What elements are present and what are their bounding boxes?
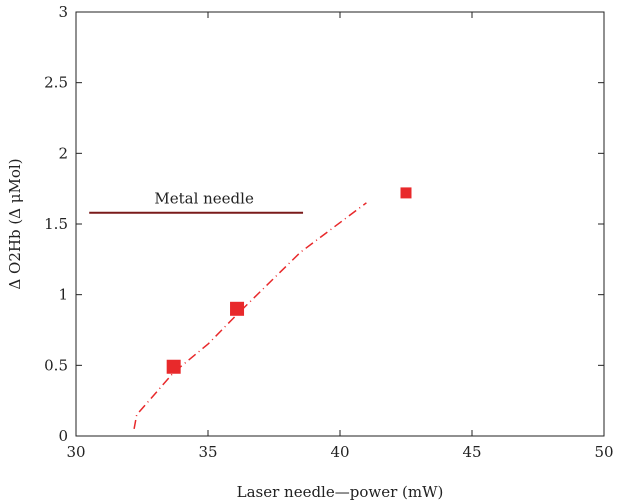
trend-line xyxy=(133,202,367,430)
data-point xyxy=(166,359,181,374)
y-tick-label: 0.5 xyxy=(44,356,68,374)
y-axis-title: Δ O2Hb (Δ μMol) xyxy=(6,158,24,289)
data-markers xyxy=(166,187,412,374)
axis-ticks xyxy=(75,11,605,437)
y-tick-label: 1.5 xyxy=(44,215,68,233)
metal-needle-label: Metal needle xyxy=(154,190,254,208)
y-tick-label: 2 xyxy=(58,144,68,162)
x-axis-title: Laser needle—power (mW) xyxy=(237,483,444,501)
y-tick-label: 2.5 xyxy=(44,74,68,92)
plot-frame xyxy=(75,11,605,437)
reference-lines: Metal needle xyxy=(89,190,304,214)
x-tick-label: 30 xyxy=(66,443,85,461)
x-axis-tick-labels: 30 35 40 45 50 xyxy=(66,443,613,461)
data-point xyxy=(230,301,245,316)
x-tick-label: 50 xyxy=(594,443,613,461)
x-tick-label: 40 xyxy=(330,443,349,461)
y-tick-label: 0 xyxy=(58,427,68,445)
y-tick-label: 3 xyxy=(58,3,68,21)
y-axis-tick-labels: 0 0.5 1 1.5 2 2.5 3 xyxy=(44,3,68,445)
series-lines xyxy=(133,202,367,430)
x-tick-label: 45 xyxy=(462,443,481,461)
y-tick-label: 1 xyxy=(58,286,68,304)
data-point xyxy=(400,187,412,199)
x-tick-label: 35 xyxy=(198,443,217,461)
